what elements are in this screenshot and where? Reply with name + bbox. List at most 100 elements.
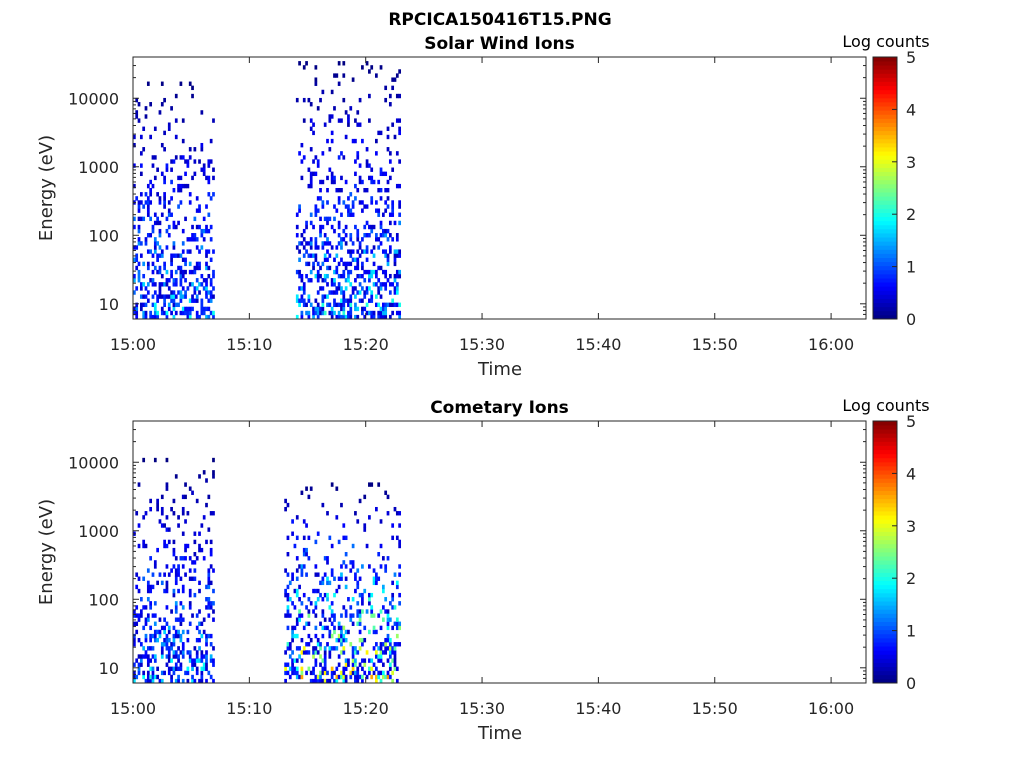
spectrogram-cell <box>326 273 329 279</box>
spectrogram-cell <box>309 637 313 643</box>
spectrogram-cell <box>153 306 157 312</box>
spectrogram-cell <box>386 613 390 618</box>
spectrogram-cell <box>205 539 208 545</box>
spectrogram-cell <box>133 678 136 683</box>
spectrogram-cell <box>323 670 327 676</box>
spectrogram-cell <box>153 601 157 606</box>
spectrogram-cell <box>165 588 169 594</box>
spectrogram-cell <box>165 314 169 319</box>
spectrogram-cell <box>298 151 301 156</box>
spectrogram-cell <box>195 278 199 283</box>
spectrogram-cell <box>356 678 360 683</box>
spectrogram-cell <box>335 253 339 258</box>
spectrogram-cell <box>163 298 166 303</box>
spectrogram-cell <box>349 237 353 242</box>
spectrogram-cell <box>174 576 178 581</box>
spectrogram-cell <box>337 241 341 246</box>
spectrogram-cell <box>146 183 150 189</box>
spectrogram-cell <box>344 637 348 643</box>
x-tick-label: 15:50 <box>692 699 738 718</box>
spectrogram-cell <box>156 629 159 635</box>
spectrogram-cell <box>323 294 327 299</box>
spectrogram-cell <box>200 654 204 659</box>
spectrogram-cell <box>384 228 388 234</box>
spectrogram-cell <box>312 588 315 594</box>
spectrogram-cell <box>207 192 211 197</box>
spectrogram-cell <box>193 216 197 222</box>
spectrogram-cell <box>137 118 141 123</box>
spectrogram-cell <box>316 273 320 279</box>
spectrogram-cell <box>321 576 325 581</box>
spectrogram-cell <box>179 298 183 303</box>
spectrogram-cell <box>361 179 364 185</box>
spectrogram-cell <box>302 564 306 569</box>
spectrogram-cell <box>314 253 318 258</box>
spectrogram-cell <box>142 216 146 222</box>
spectrogram-cell <box>356 249 360 254</box>
spectrogram-cell <box>165 637 169 643</box>
spectrogram-cell <box>386 646 390 651</box>
spectrogram-cell <box>207 175 211 181</box>
spectrogram-cell <box>347 298 350 303</box>
spectrogram-cell <box>144 678 148 683</box>
spectrogram-cell <box>170 666 173 672</box>
spectrogram-cell <box>170 658 173 663</box>
spectrogram-cell <box>335 678 339 683</box>
spectrogram-cell <box>333 298 336 303</box>
spectrogram-cell <box>163 204 166 209</box>
spectrogram-cell <box>133 621 136 626</box>
spectrogram-cell <box>198 282 201 287</box>
spectrogram-cell <box>381 670 385 676</box>
spectrogram-cell <box>153 564 157 569</box>
spectrogram-cell <box>139 658 143 663</box>
spectrogram-cell <box>391 592 395 598</box>
spectrogram-cell <box>337 539 341 545</box>
spectrogram-cell <box>354 511 357 516</box>
spectrogram-cell <box>186 511 190 516</box>
spectrogram-cell <box>212 310 215 316</box>
x-tick-label: 15:00 <box>110 699 156 718</box>
spectrogram-cell <box>354 286 357 291</box>
spectrogram-cell <box>295 556 299 561</box>
spectrogram-cell <box>288 674 292 680</box>
spectrogram-cell <box>386 625 390 631</box>
spectrogram-cell <box>184 216 187 222</box>
spectrogram-cell <box>172 302 176 308</box>
spectrogram-cell <box>195 650 199 655</box>
spectrogram-cell <box>198 629 201 635</box>
spectrogram-cell <box>284 568 287 573</box>
spectrogram-cell <box>384 171 388 177</box>
spectrogram-cell <box>379 224 383 230</box>
spectrogram-cell <box>158 290 162 295</box>
spectrogram-cell <box>314 646 318 651</box>
spectrogram-cell <box>365 245 369 250</box>
spectrogram-cell <box>309 241 313 246</box>
y-tick-label: 10 <box>99 659 119 678</box>
spectrogram-cell <box>172 547 176 553</box>
spectrogram-cell <box>156 666 159 672</box>
spectrogram-cell <box>344 278 348 283</box>
spectrogram-cell <box>137 654 141 659</box>
spectrogram-cell <box>191 298 194 303</box>
spectrogram-cell <box>139 302 143 308</box>
spectrogram-cell <box>167 278 171 283</box>
spectrogram-cell <box>368 269 371 275</box>
spectrogram-cell <box>177 654 180 659</box>
spectrogram-cell <box>342 646 346 651</box>
spectrogram-cell <box>391 122 395 127</box>
spectrogram-cell <box>361 637 364 643</box>
spectrogram-cell <box>193 576 197 581</box>
spectrogram-cell <box>200 666 204 672</box>
spectrogram-cell <box>295 576 299 581</box>
spectrogram-cell <box>195 298 199 303</box>
spectrogram-cell <box>344 233 348 238</box>
spectrogram-cell <box>133 310 136 316</box>
spectrogram-cell <box>191 175 194 181</box>
spectrogram-cell <box>391 208 395 213</box>
spectrogram-cell <box>312 171 315 177</box>
spectrogram-cell <box>314 241 318 246</box>
spectrogram-cell <box>167 625 171 631</box>
spectrogram-cell <box>198 314 201 319</box>
spectrogram-cell <box>323 646 327 651</box>
